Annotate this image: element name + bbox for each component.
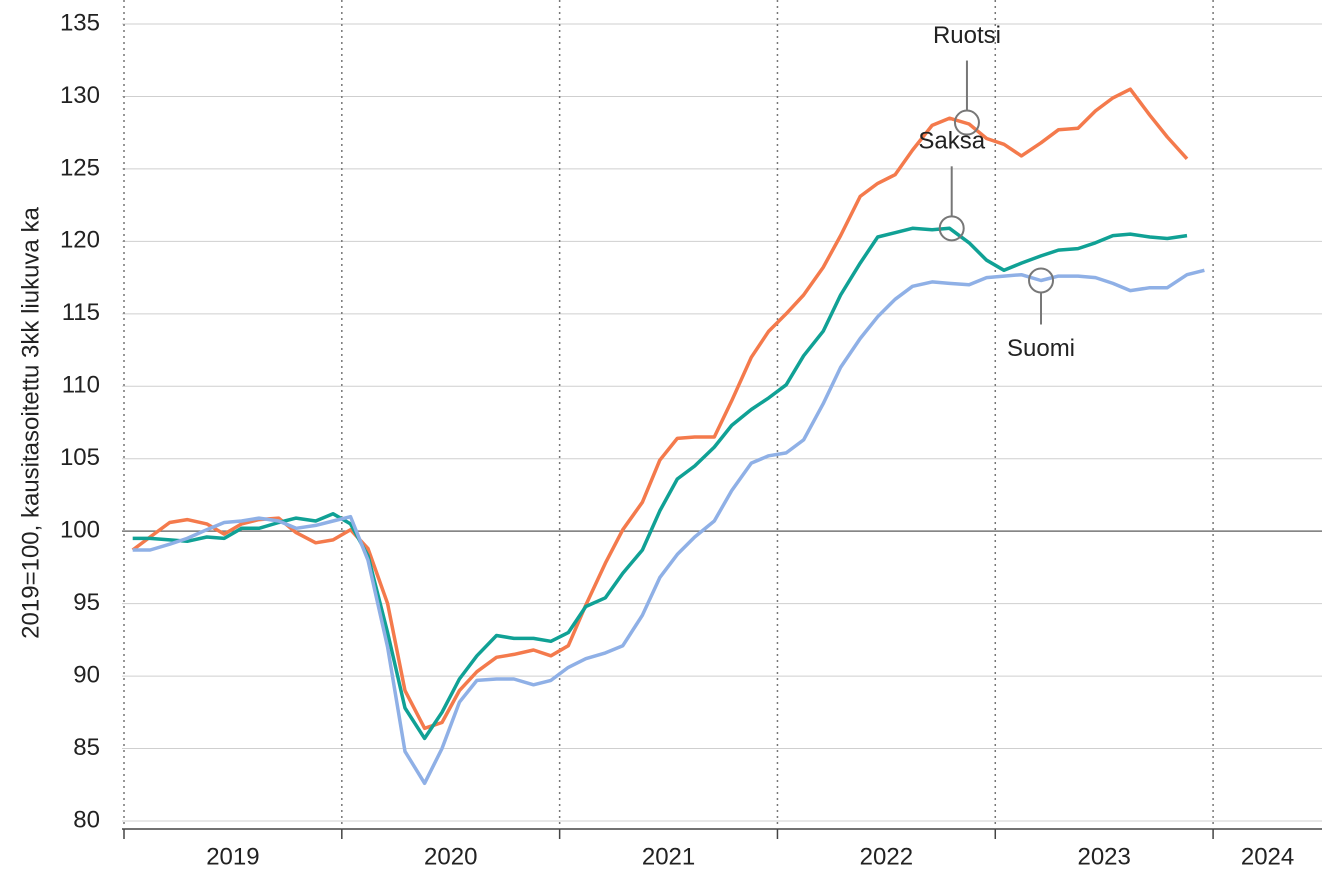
y-tick-label: 130 xyxy=(60,82,100,109)
y-tick-label: 100 xyxy=(60,517,100,544)
annotation-label: Suomi xyxy=(1007,335,1075,362)
y-tick-label: 135 xyxy=(60,9,100,36)
series-line xyxy=(132,226,1188,741)
annotation-label: Saksa xyxy=(918,128,985,155)
x-tick-label: 2024 xyxy=(1241,843,1294,870)
y-tick-label: 90 xyxy=(73,661,100,688)
x-tick-label: 2022 xyxy=(860,843,913,870)
x-tick-label: 2020 xyxy=(424,843,477,870)
y-tick-label: 85 xyxy=(73,734,100,761)
y-tick-label: 95 xyxy=(73,589,100,616)
y-tick-label: 110 xyxy=(62,372,100,399)
series-line xyxy=(132,268,1205,786)
y-tick-label: 125 xyxy=(60,154,100,181)
x-tick-label: 2019 xyxy=(206,843,259,870)
annotation-label: Ruotsi xyxy=(933,22,1001,49)
x-tick-label: 2023 xyxy=(1077,843,1130,870)
y-axis-label: 2019=100, kausitasoitettu 3kk liukuva ka xyxy=(17,207,44,639)
y-tick-label: 105 xyxy=(60,444,100,471)
y-tick-label: 115 xyxy=(62,299,100,326)
series-line xyxy=(131,87,1189,731)
x-tick-label: 2021 xyxy=(642,843,695,870)
y-tick-label: 80 xyxy=(73,806,100,833)
y-tick-label: 120 xyxy=(60,227,100,254)
